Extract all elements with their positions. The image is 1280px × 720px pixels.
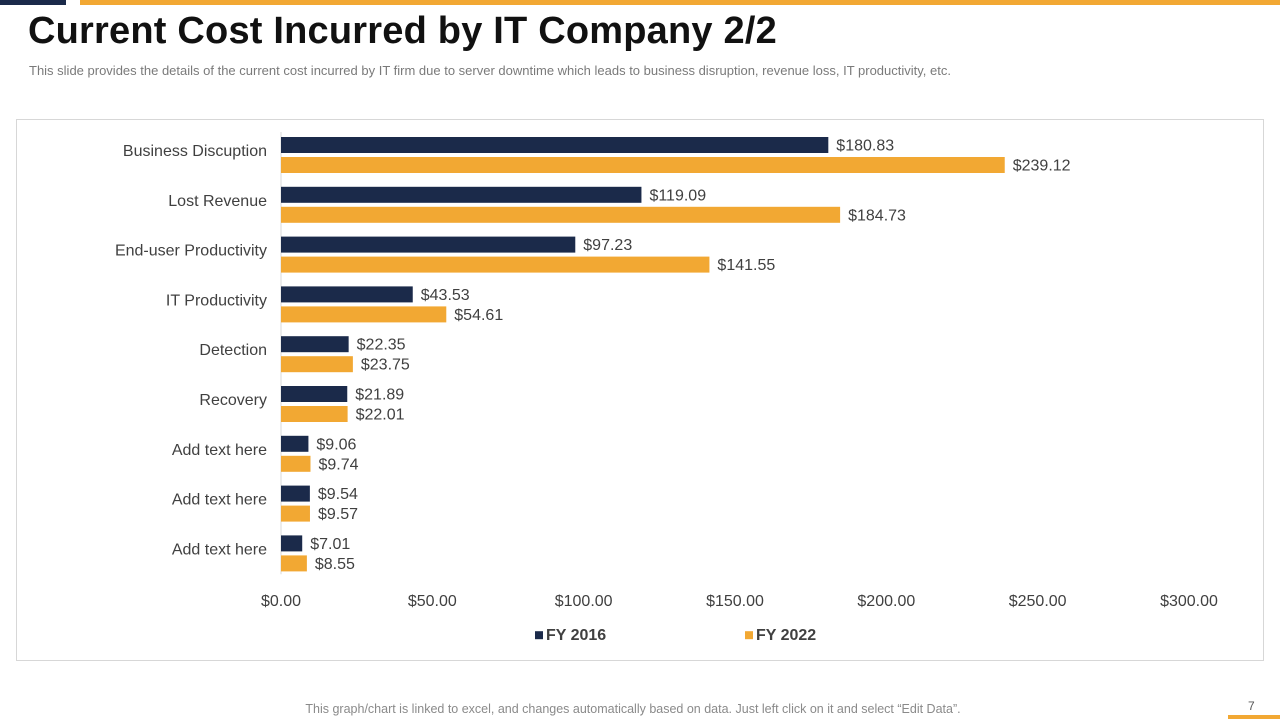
bar-fy2022 xyxy=(281,505,310,522)
bar-fy2022 xyxy=(281,256,710,273)
page-number: 7 xyxy=(1248,699,1255,713)
x-tick-label: $0.00 xyxy=(261,593,301,610)
top-accent-bar-orange xyxy=(80,0,1280,5)
chart-frame[interactable]: Business Discuption $180.83 $239.12 Lost Re… xyxy=(16,119,1264,661)
cost-bar-chart[interactable]: Business Discuption $180.83 $239.12 Lost Re… xyxy=(17,120,1263,660)
category-label: IT Productivity xyxy=(166,292,267,309)
bar-fy2022 xyxy=(281,455,311,472)
category-label: Business Discuption xyxy=(123,143,267,160)
data-label-fy2022: $9.57 xyxy=(318,506,358,523)
x-tick-label: $100.00 xyxy=(555,593,613,610)
slide-subtitle: This slide provides the details of the c… xyxy=(29,63,951,78)
data-label-fy2016: $9.06 xyxy=(316,436,356,453)
bar-fy2016 xyxy=(281,336,349,353)
page-number-underline xyxy=(1228,715,1280,719)
footer-note: This graph/chart is linked to excel, and… xyxy=(305,702,961,716)
category-label: Detection xyxy=(199,342,267,359)
category-label: Add text here xyxy=(172,541,267,558)
top-accent-bar-dark xyxy=(0,0,66,5)
legend-label-fy2016: FY 2016 xyxy=(546,627,606,644)
data-label-fy2016: $97.23 xyxy=(583,237,632,254)
data-label-fy2022: $54.61 xyxy=(454,307,503,324)
bar-fy2016 xyxy=(281,236,576,253)
bar-fy2016 xyxy=(281,435,309,452)
legend-swatch-fy2022 xyxy=(745,631,753,640)
data-label-fy2022: $141.55 xyxy=(717,257,775,274)
data-label-fy2016: $180.83 xyxy=(836,138,894,155)
x-tick-label: $50.00 xyxy=(408,593,457,610)
category-label: End-user Productivity xyxy=(115,243,267,260)
bar-fy2016 xyxy=(281,485,310,502)
data-label-fy2022: $9.74 xyxy=(318,456,358,473)
data-label-fy2022: $23.75 xyxy=(361,357,410,374)
data-label-fy2016: $21.89 xyxy=(355,387,404,404)
data-label-fy2022: $184.73 xyxy=(848,207,906,224)
bar-fy2016 xyxy=(281,186,642,203)
data-label-fy2016: $7.01 xyxy=(310,536,350,553)
category-label: Add text here xyxy=(172,492,267,509)
category-label: Lost Revenue xyxy=(168,193,267,210)
bar-fy2022 xyxy=(281,406,348,422)
bar-fy2016 xyxy=(281,137,829,153)
legend-label-fy2022: FY 2022 xyxy=(756,627,816,644)
bar-fy2022 xyxy=(281,206,841,223)
bar-fy2022 xyxy=(281,157,1005,173)
data-label-fy2022: $239.12 xyxy=(1013,158,1071,175)
bar-fy2022 xyxy=(281,555,307,572)
x-tick-label: $250.00 xyxy=(1009,593,1067,610)
bar-fy2016 xyxy=(281,386,348,402)
x-tick-label: $150.00 xyxy=(706,593,764,610)
bar-fy2022 xyxy=(281,306,447,323)
category-label: Recovery xyxy=(199,392,267,409)
legend-swatch-fy2016 xyxy=(535,631,543,640)
bar-fy2016 xyxy=(281,286,413,303)
data-label-fy2022: $22.01 xyxy=(356,407,405,424)
x-tick-label: $200.00 xyxy=(857,593,915,610)
data-label-fy2022: $8.55 xyxy=(315,556,355,573)
data-label-fy2016: $119.09 xyxy=(649,187,706,204)
data-label-fy2016: $43.53 xyxy=(421,287,470,304)
bar-fy2016 xyxy=(281,535,303,552)
category-label: Add text here xyxy=(172,442,267,459)
data-label-fy2016: $9.54 xyxy=(318,486,358,503)
bar-fy2022 xyxy=(281,356,353,373)
data-label-fy2016: $22.35 xyxy=(357,337,406,354)
slide-title: Current Cost Incurred by IT Company 2/2 xyxy=(28,10,777,52)
x-tick-label: $300.00 xyxy=(1160,593,1218,610)
